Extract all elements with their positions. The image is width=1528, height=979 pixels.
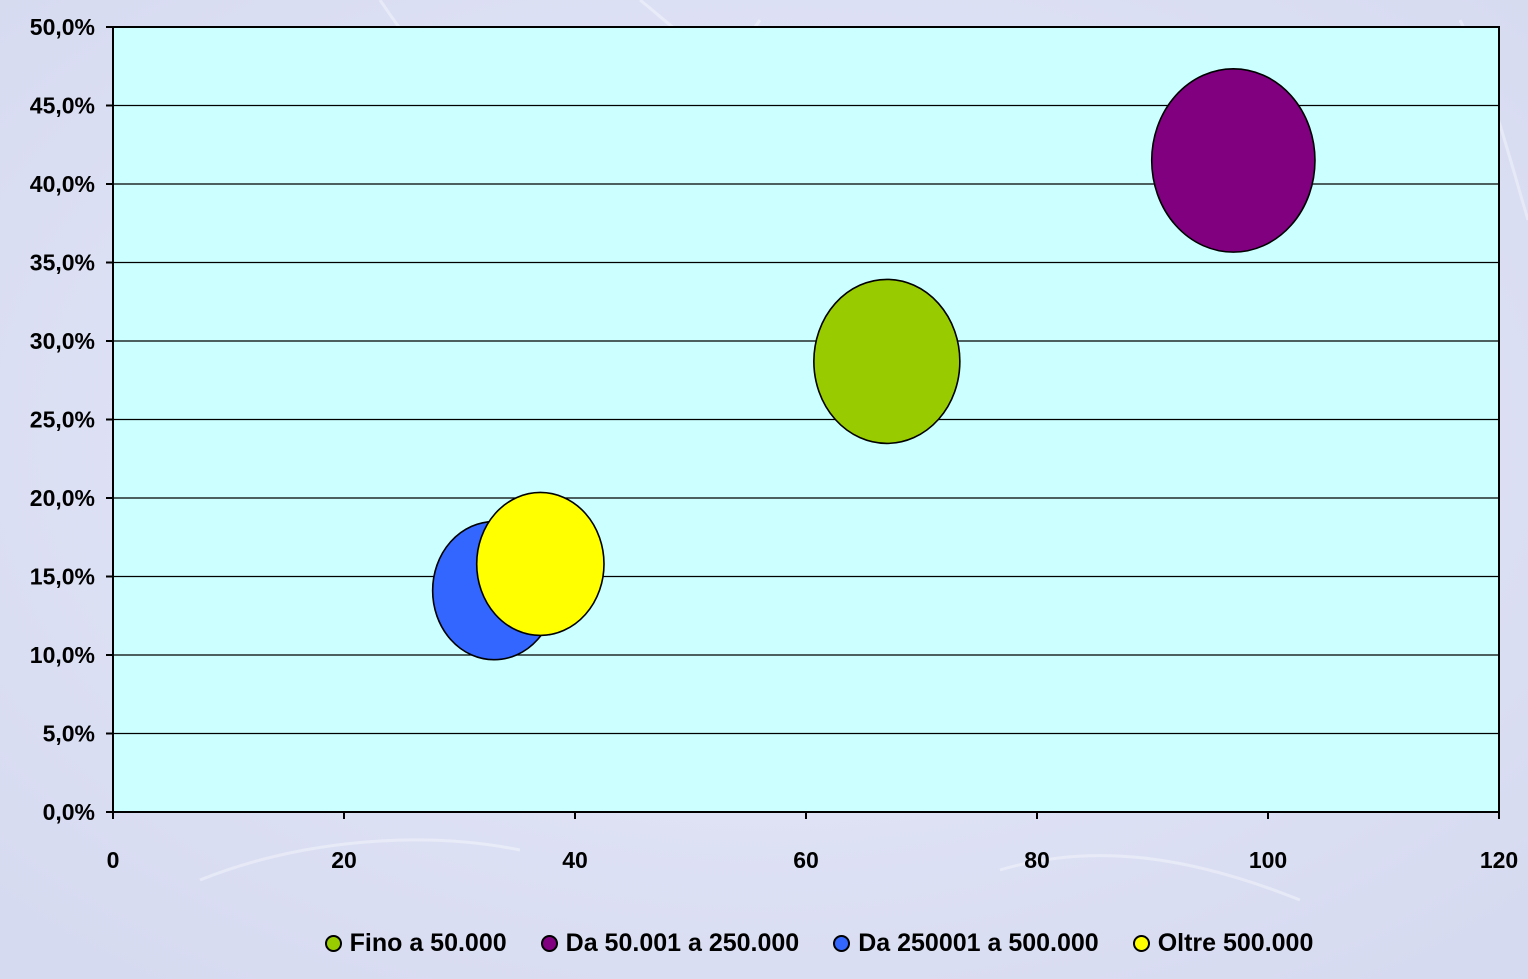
y-tick-label: 40,0% <box>30 171 95 197</box>
legend-label: Da 50.001 a 250.000 <box>565 928 800 957</box>
x-tick-label: 40 <box>562 847 588 873</box>
legend-marker-icon <box>324 934 342 952</box>
legend-marker-icon <box>540 934 558 952</box>
y-tick-labels: 0,0% 5,0% 10,0% 15,0% 20,0% 25,0% 30,0% 35,0% 40… <box>30 14 95 825</box>
y-tick-label: 15,0% <box>30 564 95 590</box>
legend-marker-icon <box>1132 934 1150 952</box>
y-tick-label: 10,0% <box>30 642 95 668</box>
legend: Fino a 50.000 Da 50.001 a 250.000 Da 25000… <box>0 923 1528 963</box>
y-tick-label: 45,0% <box>30 93 95 119</box>
axes <box>106 26 1500 819</box>
legend-item-3: Da 250001 a 500.000 <box>833 929 1099 958</box>
legend-item-1: Fino a 50.000 <box>324 928 507 958</box>
bubble-4 <box>475 491 605 637</box>
x-tick-label: 120 <box>1480 847 1518 873</box>
x-tick-label: 60 <box>793 847 819 873</box>
legend-item-4: Oltre 500.000 <box>1132 928 1314 958</box>
y-tick-label: 50,0% <box>30 14 95 40</box>
legend-item-2: Da 50.001 a 250.000 <box>540 928 800 958</box>
y-tick-label: 20,0% <box>30 485 95 511</box>
legend-label: Da 250001 a 500.000 <box>858 928 1099 957</box>
x-tick-labels: 0 20 40 60 80 100 120 <box>107 847 1519 873</box>
legend-marker-icon <box>833 934 851 952</box>
x-tick-label: 80 <box>1024 847 1050 873</box>
legend-label: Oltre 500.000 <box>1157 928 1314 957</box>
bubble-1 <box>813 278 961 445</box>
bubbles <box>431 67 1316 661</box>
bubble-2 <box>1150 67 1316 253</box>
x-tick-label: 100 <box>1249 847 1287 873</box>
y-tick-label: 30,0% <box>30 328 95 354</box>
y-tick-label: 5,0% <box>43 721 95 747</box>
y-tick-label: 35,0% <box>30 250 95 276</box>
y-tick-label: 0,0% <box>43 799 95 825</box>
x-tick-label: 0 <box>107 847 120 873</box>
x-tick-label: 20 <box>331 847 357 873</box>
y-tick-label: 25,0% <box>30 407 95 433</box>
legend-label: Fino a 50.000 <box>349 928 507 957</box>
